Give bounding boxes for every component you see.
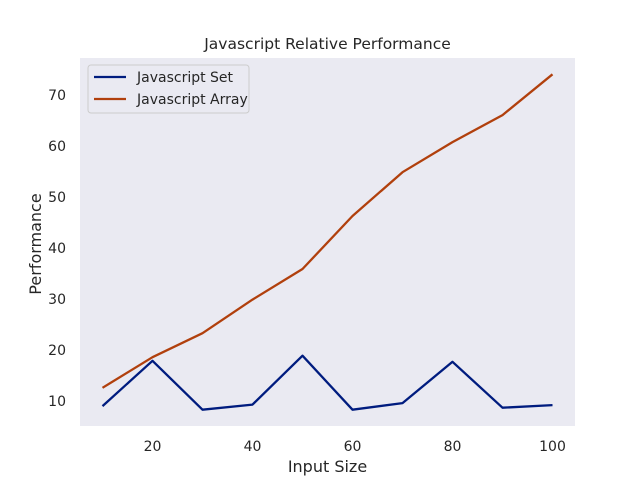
y-tick-label: 60: [48, 139, 66, 155]
legend-box: [87, 64, 250, 114]
series-lines: [101, 73, 554, 411]
y-tick-label: 50: [48, 190, 66, 206]
legend-label-array: Javascript Array: [136, 92, 248, 108]
legend-label-set: Javascript Set: [136, 70, 234, 86]
x-tick-labels: 20 40 60 80 100: [144, 439, 566, 455]
x-axis-label: Input Size: [288, 457, 367, 476]
y-axis-label: Performance: [26, 193, 45, 294]
y-tick-label: 10: [48, 394, 66, 410]
series-line-1: [101, 73, 554, 389]
y-tick-label: 70: [48, 88, 66, 104]
x-tick-label: 40: [244, 439, 262, 455]
x-tick-label: 20: [144, 439, 162, 455]
x-tick-label: 80: [444, 439, 462, 455]
y-tick-label: 20: [48, 343, 66, 359]
y-tick-labels: 10 20 30 40 50 60 70: [48, 88, 66, 410]
series-line-0: [101, 354, 553, 411]
x-tick-label: 60: [344, 439, 362, 455]
legend: Javascript Set Javascript Array: [87, 64, 250, 114]
y-tick-label: 40: [48, 241, 66, 257]
y-tick-label: 30: [48, 292, 66, 308]
x-tick-label: 100: [539, 439, 566, 455]
chart-title: Javascript Relative Performance: [203, 35, 451, 53]
